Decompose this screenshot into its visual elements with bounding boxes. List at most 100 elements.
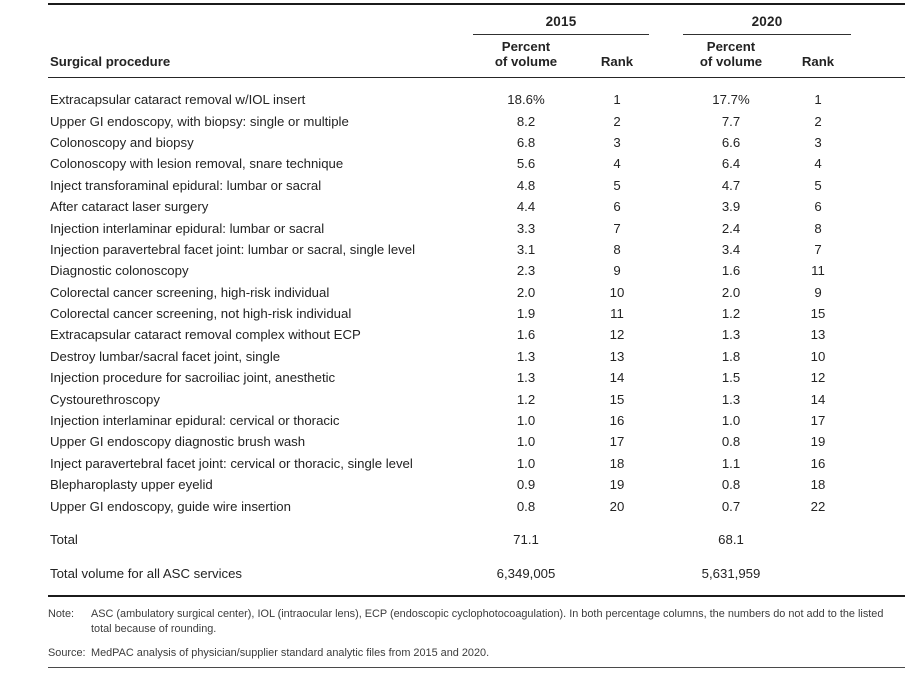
table-row: Blepharoplasty upper eyelid 0.9 19 0.8 1… [48,474,905,495]
header-percent-of-volume-2020: Percent of volume [680,39,782,69]
percent-2015-value: 5.6 [516,156,536,172]
rank-2015-value: 5 [613,177,621,193]
header-percent-line1: Percent [501,39,551,54]
source-text: MedPAC analysis of physician/supplier st… [91,646,490,659]
rank-2015-value: 15 [609,391,625,407]
total-volume-2015: 6,349,005 [496,566,556,582]
procedure-name: Inject transforaminal epidural: lumbar o… [50,177,322,193]
header-percent-line2: of volume [494,54,558,69]
rank-2020-value: 14 [810,391,826,407]
percent-2020-value: 1.5 [721,370,741,386]
rank-2020-value: 10 [810,348,826,364]
table-row: After cataract laser surgery 4.4 6 3.9 6 [48,196,905,217]
percent-2020-value: 4.7 [721,177,741,193]
rank-2015-value: 7 [613,220,621,236]
table-row: Colorectal cancer screening, not high-ri… [48,303,905,324]
percent-2015-value: 0.9 [516,477,536,493]
procedure-name: Colorectal cancer screening, not high-ri… [50,306,352,322]
percent-2020-value: 1.8 [721,348,741,364]
percent-2015-value: 8.2 [516,113,536,129]
rank-2020-value: 16 [810,455,826,471]
percent-2020-value: 6.6 [721,134,741,150]
rank-2020-value: 22 [810,498,826,514]
percent-2015-value: 4.8 [516,177,536,193]
percent-2020-value: 3.9 [721,199,741,215]
table-row: Extracapsular cataract removal w/IOL ins… [48,89,905,110]
total-percent-2015: 71.1 [513,532,539,548]
table-row: Colorectal cancer screening, high-risk i… [48,282,905,303]
procedure-name: Injection interlaminar epidural: lumbar … [50,220,325,236]
percent-2015-value: 1.3 [516,348,536,364]
procedure-name: Upper GI endoscopy, guide wire insertion [50,498,291,514]
rank-2015-value: 8 [613,241,621,257]
total-volume-row: Total volume for all ASC services 6,349,… [48,563,905,585]
procedure-name: After cataract laser surgery [50,199,209,215]
procedure-name: Injection procedure for sacroiliac joint… [50,370,336,386]
rank-2015-value: 3 [613,134,621,150]
table-row: Injection paravertebral facet joint: lum… [48,239,905,260]
percent-2015-value: 3.3 [516,220,536,236]
percent-2020-value: 7.7 [721,113,741,129]
surgical-procedures-table: 2015 2020 Surgical procedure Percent of … [48,0,905,669]
procedure-name: Upper GI endoscopy, with biopsy: single … [50,113,349,129]
percent-2020-value: 1.3 [721,391,741,407]
table-row: Inject paravertebral facet joint: cervic… [48,453,905,474]
percent-2020-value: 3.4 [721,241,741,257]
rank-2020-value: 15 [810,306,826,322]
table-body: Extracapsular cataract removal w/IOL ins… [48,78,905,517]
percent-2015-value: 1.0 [516,413,536,429]
rank-2020-value: 13 [810,327,826,343]
procedure-name: Upper GI endoscopy diagnostic brush wash [50,434,306,450]
page-bottom-rule [48,667,905,669]
rank-2020-value: 6 [814,199,822,215]
percent-2020-value: 0.7 [721,498,741,514]
rank-2015-value: 12 [609,327,625,343]
percent-2015-value: 1.6 [516,327,536,343]
note-label: Note: [48,607,75,620]
note-text: ASC (ambulatory surgical center), IOL (i… [91,607,884,636]
header-surgical-procedure: Surgical procedure [50,54,171,69]
rank-2020-value: 12 [810,370,826,386]
year-header-2015: 2015 [473,14,649,35]
percent-2020-value: 0.8 [721,477,741,493]
header-percent-of-volume-2015: Percent of volume [470,39,582,69]
table-row: Inject transforaminal epidural: lumbar o… [48,175,905,196]
rank-2015-value: 14 [609,370,625,386]
percent-2020-value: 1.6 [721,263,741,279]
rank-2015-value: 13 [609,348,625,364]
total-row: Total 71.1 68.1 [48,529,905,551]
rank-2015-value: 18 [609,455,625,471]
procedure-name: Colorectal cancer screening, high-risk i… [50,284,330,300]
header-percent-line2: of volume [699,54,763,69]
table-row: Colonoscopy with lesion removal, snare t… [48,153,905,174]
percent-2015-value: 6.8 [516,134,536,150]
percent-2015-value: 1.9 [516,306,536,322]
total-volume-2020: 5,631,959 [701,566,761,582]
table-row: Injection interlaminar epidural: cervica… [48,410,905,431]
percent-2020-value: 17.7% [712,92,750,108]
rank-2020-value: 11 [811,263,825,279]
procedure-name: Cystourethroscopy [50,391,160,407]
procedure-name: Diagnostic colonoscopy [50,263,189,279]
rank-2015-value: 10 [609,284,625,300]
percent-2020-value: 0.8 [721,434,741,450]
rank-2015-value: 4 [613,156,621,172]
rank-2015-value: 19 [609,477,625,493]
rank-2020-value: 3 [814,134,822,150]
procedure-name: Blepharoplasty upper eyelid [50,477,213,493]
table-row: Colonoscopy and biopsy 6.8 3 6.6 3 [48,132,905,153]
rank-2020-value: 8 [814,220,822,236]
procedure-name: Injection paravertebral facet joint: lum… [50,241,416,257]
procedure-name: Extracapsular cataract removal complex w… [50,327,361,343]
procedure-name: Inject paravertebral facet joint: cervic… [50,455,413,471]
percent-2015-value: 2.0 [516,284,536,300]
rank-2015-value: 6 [613,199,621,215]
header-rank-2015: Rank [600,54,634,69]
column-header-row: Surgical procedure Percent of volume Ran… [48,35,905,78]
rank-2020-value: 1 [814,92,822,108]
percent-2020-value: 1.0 [721,413,741,429]
table-row: Extracapsular cataract removal complex w… [48,324,905,345]
table-row: Destroy lumbar/sacral facet joint, singl… [48,346,905,367]
table-row: Upper GI endoscopy, guide wire insertion… [48,495,905,516]
total-label: Total [50,532,78,548]
